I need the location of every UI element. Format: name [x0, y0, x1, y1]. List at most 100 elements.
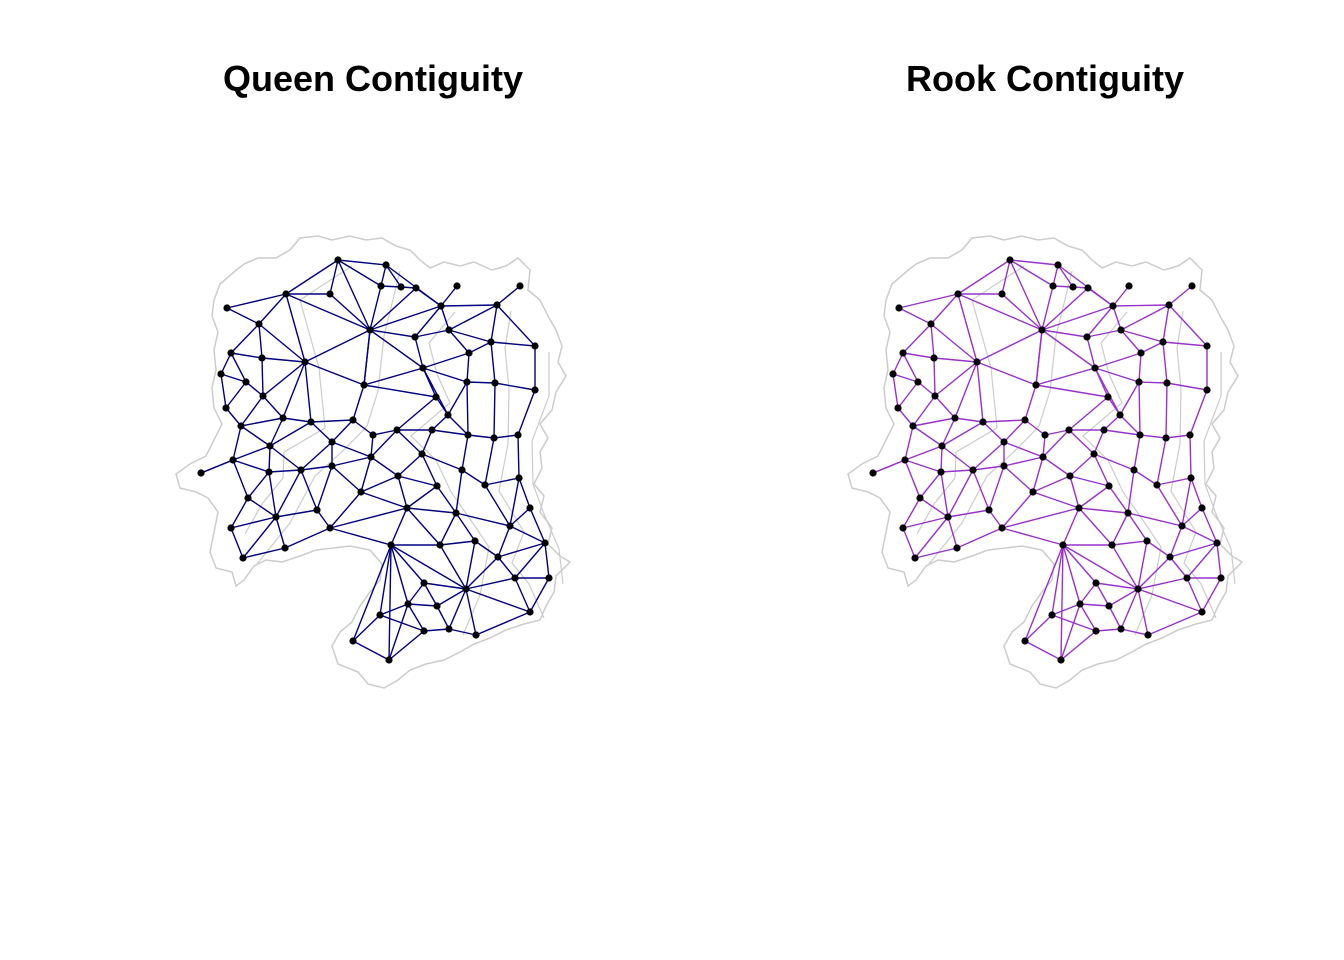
neighbour-edge: [230, 352, 263, 359]
neighbour-edge: [475, 611, 531, 636]
neighbour-edge: [431, 414, 449, 431]
neighbour-edge: [1169, 525, 1183, 558]
neighbour-edge: [1189, 434, 1192, 479]
neighbour-edge: [285, 293, 306, 363]
centroid-node: [420, 579, 428, 587]
centroid-node: [244, 494, 252, 502]
neighbour-edge: [1201, 577, 1222, 613]
neighbour-edge: [455, 512, 476, 542]
neighbour-edge: [912, 425, 943, 447]
neighbour-edge: [1001, 527, 1064, 546]
neighbour-edge: [436, 588, 467, 607]
centroid-node: [1059, 541, 1067, 549]
centroid-node: [444, 411, 452, 419]
centroid-node: [297, 466, 305, 474]
centroid-node: [471, 537, 479, 545]
neighbour-edge: [544, 542, 550, 579]
centroid-node: [328, 462, 336, 470]
centroid-node: [445, 625, 453, 633]
neighbour-edge: [497, 542, 546, 558]
centroid-node: [1135, 378, 1143, 386]
neighbour-edge: [268, 469, 302, 473]
neighbour-edge: [1103, 429, 1141, 436]
centroid-node: [1116, 411, 1124, 419]
neighbour-edge: [1112, 285, 1130, 307]
neighbour-edges: [200, 259, 550, 661]
neighbour-edge: [282, 417, 312, 423]
centroid-node: [899, 524, 907, 532]
neighbour-edge: [902, 497, 921, 529]
neighbour-edge: [1024, 640, 1062, 661]
neighbour-edge: [1137, 588, 1149, 636]
neighbour-edge: [423, 628, 450, 632]
neighbour-edge: [940, 445, 943, 473]
neighbour-edge: [369, 287, 417, 331]
centroid-node: [1076, 600, 1084, 608]
neighbour-edge: [466, 352, 470, 383]
neighbour-edge: [397, 475, 408, 509]
neighbour-edge: [1189, 389, 1208, 436]
centroid-node: [927, 320, 935, 328]
neighbour-edge: [422, 352, 470, 369]
centroid-node: [1066, 472, 1074, 480]
neighbour-edge: [337, 259, 387, 266]
neighbour-edge: [369, 305, 442, 331]
neighbour-edge: [947, 516, 958, 549]
neighbour-edge: [448, 329, 470, 354]
centroid-node: [1166, 553, 1174, 561]
neighbour-edge: [370, 456, 399, 477]
neighbour-edge: [497, 556, 516, 579]
neighbour-edge: [369, 329, 424, 369]
neighbour-edge: [1086, 336, 1096, 369]
neighbour-edge: [1095, 582, 1110, 607]
neighbour-edge: [407, 582, 425, 605]
neighbour-edge: [220, 373, 247, 383]
neighbour-edge: [933, 357, 936, 397]
neighbour-edge: [240, 395, 264, 427]
neighbour-edge: [1041, 287, 1089, 331]
centroid-node: [1134, 585, 1142, 593]
neighbour-edge: [352, 640, 390, 661]
centroid-node: [366, 326, 374, 334]
centroid-node: [307, 418, 315, 426]
neighbour-edge: [1041, 285, 1054, 331]
neighbour-edge: [1086, 329, 1122, 338]
centroid-node: [377, 282, 385, 290]
neighbour-edge: [406, 485, 438, 509]
neighbour-edge: [904, 425, 914, 461]
region-border: [916, 265, 1025, 535]
centroid-node: [397, 283, 405, 291]
centroid-node: [258, 354, 266, 362]
centroid-node: [899, 349, 907, 357]
neighbour-edge: [230, 323, 260, 354]
neighbour-edge: [448, 329, 492, 343]
neighbour-edge: [275, 516, 286, 549]
neighbour-edge: [1035, 384, 1109, 398]
neighbour-edge: [484, 477, 520, 486]
neighbour-edge: [1156, 484, 1183, 527]
centroid-node: [1178, 522, 1186, 530]
neighbour-edge: [465, 540, 476, 590]
neighbour-edge: [902, 323, 932, 354]
neighbour-edge: [1095, 582, 1139, 590]
neighbour-edge: [1035, 329, 1043, 386]
neighbour-edge: [337, 259, 382, 287]
neighbour-edge: [897, 407, 914, 427]
neighbour-edge: [1024, 614, 1053, 642]
centroid-node: [1125, 282, 1133, 290]
neighbour-edge: [245, 381, 264, 397]
neighbour-edge: [414, 336, 424, 369]
neighbour-edge: [917, 381, 936, 397]
neighbour-edge: [1137, 577, 1188, 590]
neighbour-edge: [1112, 305, 1122, 331]
centroid-node: [491, 379, 499, 387]
neighbour-edge: [415, 287, 442, 307]
neighbour-edge: [1062, 544, 1081, 605]
queen-title: Queen Contiguity: [223, 58, 523, 99]
neighbour-edge: [258, 323, 263, 359]
centroid-node: [951, 414, 959, 422]
centroid-node: [894, 404, 902, 412]
neighbour-edge: [1165, 434, 1191, 439]
centroid-node: [895, 304, 903, 312]
centroid-node: [433, 482, 441, 490]
